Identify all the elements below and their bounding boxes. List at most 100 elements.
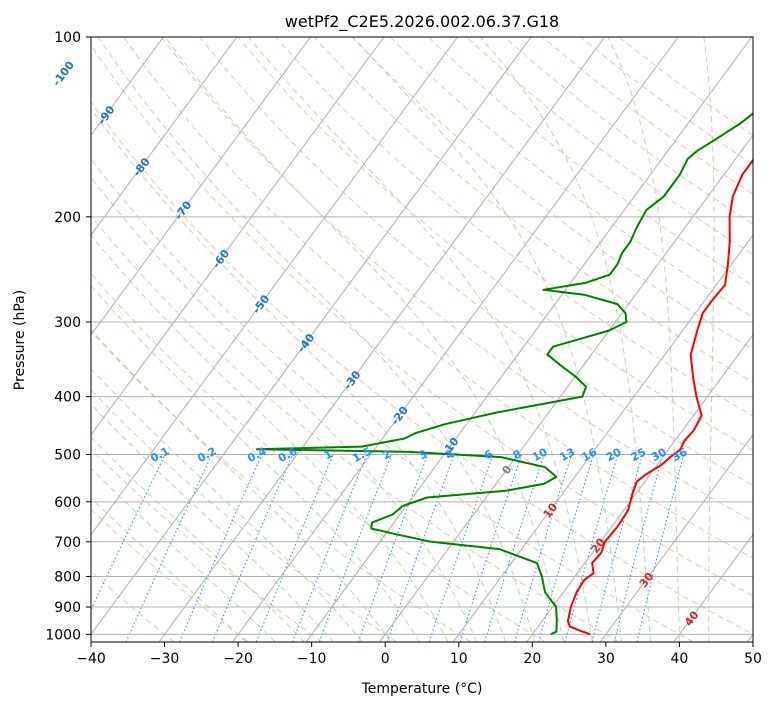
moist-adiabat-line [248,37,593,642]
dry-adiabat-line [91,448,323,642]
isotherm-line [91,37,385,436]
mixing-ratio-line [178,454,263,642]
mixing-ratio-line [564,454,619,642]
mixing-ratio-label: 13 [558,446,578,465]
mixing-ratio-label: 20 [604,445,624,464]
dry-adiabat-line [580,37,753,166]
dry-adiabat-line [466,37,753,256]
isotherm-line [452,234,753,642]
dry-adiabat-line [91,215,620,642]
dry-adiabat-line [313,37,753,384]
mixing-ratio-line [125,454,213,642]
dry-adiabat-line [389,37,753,318]
isotherm-label: 30 [637,570,657,590]
moist-adiabat-line [703,37,715,642]
isotherm-line [91,37,532,636]
isotherm-line [91,37,311,336]
mixing-ratio-label: 0.2 [195,445,218,466]
moist-adiabat-line [91,367,363,642]
x-tick-label: 40 [671,651,689,667]
y-tick-label: 800 [54,569,81,585]
dry-adiabat-line [91,44,753,597]
x-tick-label: −20 [223,651,253,667]
dry-adiabat-line [91,330,472,642]
dewpoint-profile [255,112,753,636]
mixing-ratio-label: 30 [649,445,669,464]
isotherm-line [91,37,238,236]
dry-adiabat-line [91,101,753,635]
mixing-ratio-label: 0.4 [245,444,269,465]
moist-adiabat-line [91,403,334,642]
dry-adiabat-line [91,508,249,642]
isotherm-label: 10 [541,500,561,520]
dry-adiabat-line [351,37,753,351]
moist-adiabat-line [352,37,622,642]
isotherm-line [599,433,753,642]
mixing-ratio-line [484,454,545,642]
isotherm-label: 40 [682,608,702,628]
plot-frame [90,36,754,643]
dry-adiabat-line [237,37,753,451]
mixing-ratio-line [514,454,573,642]
isotherm-label: 20 [588,536,608,556]
plot-area [91,37,753,642]
x-tick-label: −40 [76,651,106,667]
moist-adiabat-line [91,108,507,642]
moist-adiabats [91,37,715,642]
isotherm-line [232,37,679,642]
moist-adiabat-line [91,467,276,642]
x-tick-label: 10 [450,651,468,667]
chart-title: wetPf2_C2E5.2026.002.06.37.G18 [285,12,559,32]
isotherm-label: -30 [341,368,364,392]
moist-adiabat-line [97,37,535,642]
dry-adiabat-line [91,158,694,642]
mixing-ratio-line [255,454,334,642]
isotherm-label: -60 [210,247,233,271]
mixing-ratio-lines [91,454,685,642]
isotherm-label: -20 [389,404,412,428]
moist-adiabat-line [91,234,449,642]
isotherms [91,37,753,642]
y-tick-label: 400 [54,390,81,406]
profile-series [255,112,753,636]
dry-adiabat-line [275,37,753,417]
dry-adiabat-line [161,37,753,522]
dry-adiabat-line [199,37,753,487]
mixing-ratio-label: 25 [629,446,649,465]
moist-adiabat-line [607,37,681,642]
moist-adiabat-line [91,497,247,642]
x-tick-label: 50 [744,651,762,667]
isotherm-line [158,37,606,642]
mixing-ratio-label: 36 [670,445,690,464]
y-tick-label: 100 [54,30,81,46]
isotherm-line [379,134,753,642]
isotherm-line [91,37,458,536]
moist-adiabat-line [91,328,392,642]
mixing-ratio-label: 10 [530,445,550,464]
mixing-ratio-line [428,454,494,642]
y-tick-label: 200 [54,210,81,226]
moist-adiabat-line [164,37,564,642]
mixing-ratio-line [357,454,429,642]
isotherm-label: -70 [172,198,195,222]
mixing-ratio-label: 0.1 [148,445,171,466]
y-tick-label: 700 [54,535,81,551]
moist-adiabat-line [91,176,478,642]
mixing-ratio-line [212,454,294,642]
y-tick-label: 600 [54,495,81,511]
isotherm-label: 0 [500,463,515,477]
x-tick-label: −30 [150,651,180,667]
dry-adiabat-line [91,272,546,642]
isotherm-label: -90 [95,103,118,127]
mixing-ratio-line [538,454,595,642]
mixing-ratio-line [386,454,455,642]
y-axis: 100 200 300 400 500 600 700 800 900 1000 [45,30,91,643]
isotherm-line [305,37,753,642]
moist-adiabat-line [91,284,420,642]
x-tick-label: −10 [297,651,327,667]
isotherm-line [526,333,753,642]
x-tick-label: 30 [597,651,615,667]
isotherm-label: -100 [50,58,77,88]
y-tick-label: 500 [54,448,81,464]
